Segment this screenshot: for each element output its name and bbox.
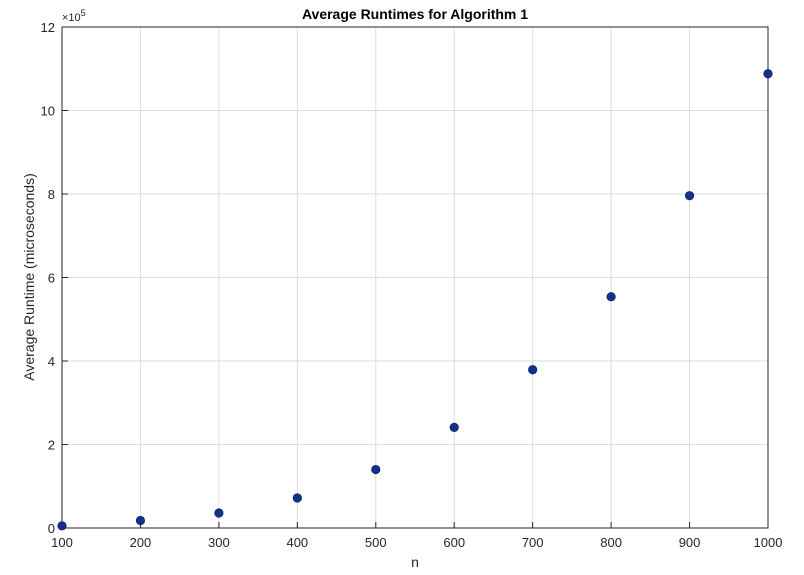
- data-point: [135, 515, 146, 526]
- y-tick-label: 10: [41, 104, 55, 119]
- y-tick-label: 0: [48, 521, 55, 536]
- x-axis-label: n: [411, 554, 419, 570]
- x-tick-label: 100: [51, 535, 73, 550]
- data-point: [449, 422, 459, 432]
- data-point: [763, 69, 773, 79]
- data-point: [214, 508, 224, 518]
- x-tick-label: 300: [208, 535, 230, 550]
- y-exponent-base: ×10: [62, 12, 81, 24]
- y-axis-label: Average Runtime (microseconds): [21, 173, 37, 381]
- x-tick-label: 400: [286, 535, 308, 550]
- data-point: [292, 493, 302, 503]
- y-exponent: ×105: [62, 8, 86, 24]
- data-point: [528, 365, 538, 375]
- x-tick-label: 200: [130, 535, 152, 550]
- data-point: [57, 521, 67, 531]
- x-tick-label: 700: [522, 535, 544, 550]
- data-point: [606, 292, 616, 302]
- x-tick-label: 900: [679, 535, 701, 550]
- y-tick-label: 12: [41, 20, 55, 35]
- x-tick-label: 1000: [754, 535, 783, 550]
- chart-title: Average Runtimes for Algorithm 1: [302, 6, 528, 22]
- y-tick-label: 6: [48, 271, 55, 286]
- data-points: [57, 69, 773, 531]
- x-tick-label: 800: [600, 535, 622, 550]
- y-exponent-power: 5: [81, 8, 86, 18]
- y-tick-label: 2: [48, 438, 55, 453]
- data-point: [371, 464, 381, 475]
- data-point: [684, 191, 695, 201]
- y-tick-label: 8: [48, 187, 55, 202]
- x-tick-label: 500: [365, 535, 387, 550]
- x-tick-label: 600: [443, 535, 465, 550]
- y-tick-label: 4: [48, 354, 55, 369]
- ticks: 100 200 300 400 500 600 700 800 900 1000 0 2 4 6 8 10 12: [41, 20, 783, 550]
